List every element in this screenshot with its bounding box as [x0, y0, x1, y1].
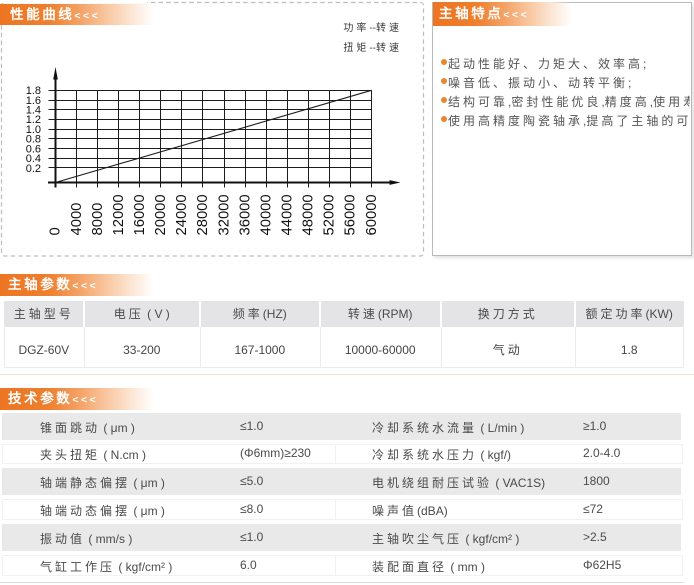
- svg-text:1.4: 1.4: [26, 105, 41, 117]
- svg-text:40000: 40000: [258, 194, 274, 235]
- svg-text:1.6: 1.6: [26, 95, 41, 107]
- svg-text:1.0: 1.0: [26, 124, 41, 136]
- svg-text:0.6: 0.6: [26, 143, 41, 155]
- svg-text:44000: 44000: [279, 194, 295, 235]
- svg-text:32000: 32000: [216, 194, 232, 235]
- svg-text:12000: 12000: [111, 194, 127, 235]
- svg-text:52000: 52000: [322, 194, 338, 235]
- svg-text:0.8: 0.8: [26, 134, 41, 146]
- svg-text:56000: 56000: [343, 194, 359, 235]
- svg-text:1.8: 1.8: [26, 85, 41, 97]
- svg-text:0: 0: [48, 227, 64, 235]
- svg-text:60000: 60000: [364, 194, 380, 235]
- svg-text:28000: 28000: [195, 194, 211, 235]
- svg-text:0.2: 0.2: [26, 163, 41, 175]
- svg-text:48000: 48000: [301, 194, 317, 235]
- svg-text:0.4: 0.4: [26, 153, 41, 165]
- svg-text:4000: 4000: [69, 203, 85, 236]
- svg-text:24000: 24000: [174, 194, 190, 235]
- svg-text:36000: 36000: [237, 194, 253, 235]
- svg-text:20000: 20000: [153, 194, 169, 235]
- svg-text:8000: 8000: [90, 203, 106, 236]
- svg-text:1.2: 1.2: [26, 114, 41, 126]
- svg-text:16000: 16000: [132, 194, 148, 235]
